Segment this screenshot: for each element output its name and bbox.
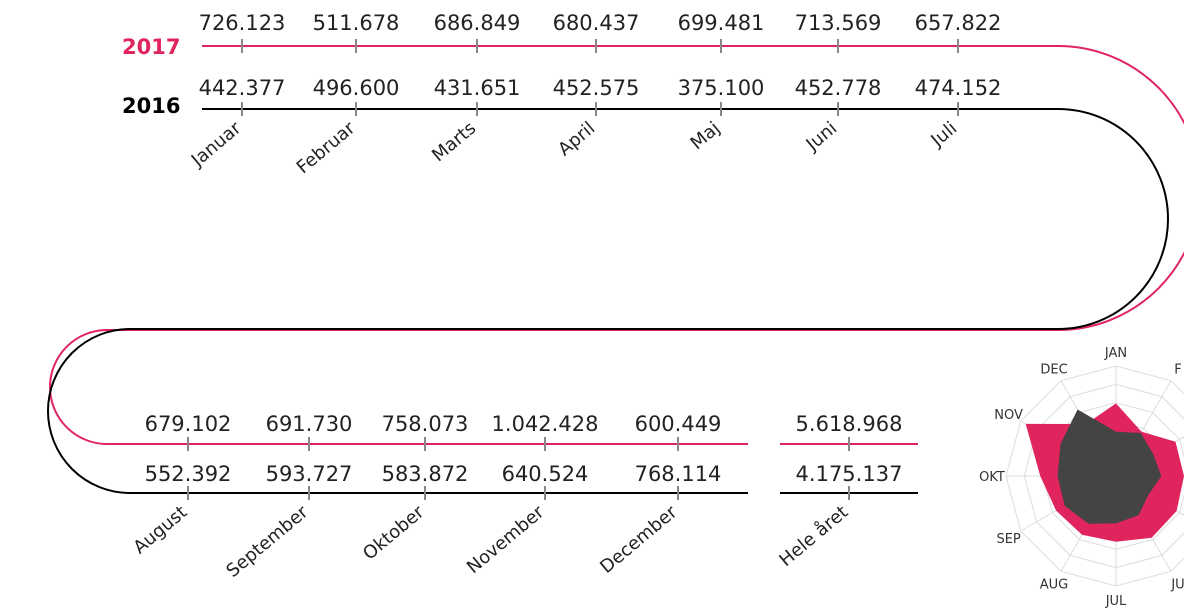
value-label-2016: 640.524	[502, 462, 589, 486]
month-label: Oktober	[359, 501, 429, 564]
radar-axis-label: OKT	[979, 470, 1005, 485]
value-label-2017: 679.102	[145, 412, 232, 436]
month-label: December	[596, 501, 681, 577]
month-label: Januar	[187, 117, 246, 171]
value-label-2016: 552.392	[145, 462, 232, 486]
value-label-2016: 496.600	[313, 76, 400, 100]
value-label-2017: 686.849	[434, 11, 521, 35]
value-label-2017: 1.042.428	[492, 412, 599, 436]
month-label: Juli	[926, 118, 961, 152]
value-label-2017: 657.822	[915, 11, 1002, 35]
radar-axis-label: NOV	[994, 408, 1023, 423]
month-label: Maj	[687, 118, 725, 154]
timeline-labels: 2017 2016 726.123 442.377 Januar 511.678 496…	[122, 11, 1001, 582]
month-label: Juni	[802, 118, 842, 156]
value-label-2017: 511.678	[313, 11, 400, 35]
value-label-2016: 431.651	[434, 76, 521, 100]
legend-2017: 2017	[122, 35, 180, 59]
value-label-2016: 452.778	[795, 76, 882, 100]
value-label-2017: 713.569	[795, 11, 882, 35]
value-label-2016: 375.100	[678, 76, 765, 100]
radar-axis-label: JU	[1170, 577, 1184, 592]
total-value-2016: 4.175.137	[796, 462, 903, 486]
month-label: November	[463, 501, 549, 578]
total-label: Hele året	[775, 502, 852, 571]
value-label-2017: 691.730	[266, 412, 353, 436]
month-label: Marts	[428, 118, 480, 166]
total-value-2017: 5.618.968	[796, 412, 903, 436]
radar-axis-label: F	[1174, 363, 1181, 378]
value-label-2017: 726.123	[199, 11, 286, 35]
radar-axis-label: JAN	[1104, 346, 1127, 361]
month-label: April	[554, 118, 599, 161]
value-label-2016: 452.575	[553, 76, 640, 100]
radar-area-2016	[1057, 409, 1162, 524]
radar-axis-label: SEP	[996, 532, 1020, 547]
value-label-2017: 758.073	[382, 412, 469, 436]
radar-axis-label: AUG	[1040, 577, 1068, 592]
value-label-2017: 699.481	[678, 11, 765, 35]
value-label-2017: 680.437	[553, 11, 640, 35]
value-label-2016: 474.152	[915, 76, 1002, 100]
month-label: August	[129, 502, 191, 559]
month-label: Februar	[293, 117, 360, 178]
legend-2016: 2016	[122, 94, 180, 118]
radar-axis-label: JUL	[1105, 594, 1127, 609]
month-label: September	[222, 501, 312, 581]
value-label-2016: 442.377	[199, 76, 286, 100]
value-label-2016: 593.727	[266, 462, 353, 486]
timeline-ticks	[187, 39, 959, 500]
radar-axis-label: DEC	[1040, 363, 1067, 378]
track-2016	[47, 108, 1169, 494]
value-label-2016: 768.114	[635, 462, 722, 486]
radar-chart: JAN F JU JUL AUG SEP OKT NOV DEC	[979, 346, 1184, 609]
value-label-2016: 583.872	[382, 462, 469, 486]
track-2017	[49, 45, 1184, 445]
value-label-2017: 600.449	[635, 412, 722, 436]
